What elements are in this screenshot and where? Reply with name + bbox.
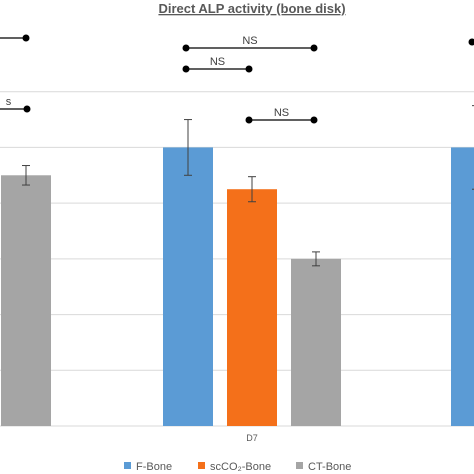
bar-ct-bone-0 xyxy=(1,175,51,426)
bar-ct-bone-1 xyxy=(291,258,341,426)
legend-swatch-2 xyxy=(296,462,303,469)
bracket-dot-2-b xyxy=(310,116,318,124)
significance-brackets: NS NS NS s xyxy=(0,34,474,124)
bracket-dot-right-top xyxy=(468,38,474,46)
legend-label-0: F-Bone xyxy=(136,461,172,473)
bracket-label-1: NS xyxy=(210,56,225,68)
error-bars xyxy=(22,105,474,267)
bracket-dot-0-b xyxy=(310,44,318,52)
chart-title: Direct ALP activity (bone disk) xyxy=(158,1,345,16)
bar-f-bone-1 xyxy=(163,147,213,426)
bracket-dot-1-b xyxy=(245,65,253,73)
bracket-label-2: NS xyxy=(274,107,289,119)
bracket-label-0: NS xyxy=(242,35,257,47)
bracket-dot-1-a xyxy=(182,65,190,73)
bracket-dot-0-a xyxy=(182,44,190,52)
legend-swatch-0 xyxy=(124,462,131,469)
bracket-label-3: s xyxy=(6,96,12,108)
legend-swatch-1 xyxy=(198,462,205,469)
legend: F-Bone scCO₂-Bone CT-Bone xyxy=(124,461,351,473)
bar-f-bone-2 xyxy=(451,147,474,426)
legend-label-1: scCO₂-Bone xyxy=(210,461,271,473)
bracket-dot-left-top xyxy=(22,34,30,42)
bracket-dot-2-a xyxy=(245,116,253,124)
bars xyxy=(1,147,474,426)
bracket-dot-3-b xyxy=(23,105,31,113)
legend-label-2: CT-Bone xyxy=(308,461,351,473)
bar-scco-bone-1 xyxy=(227,189,277,426)
category-label-d7: D7 xyxy=(246,433,258,443)
